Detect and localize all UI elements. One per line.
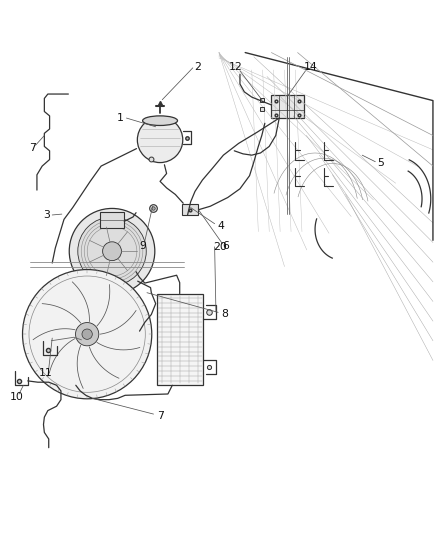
Text: 5: 5 <box>377 158 384 167</box>
Circle shape <box>138 117 183 163</box>
Text: 2: 2 <box>194 62 201 72</box>
Text: 7: 7 <box>157 411 163 421</box>
Circle shape <box>82 329 92 340</box>
Text: 11: 11 <box>39 368 52 378</box>
Circle shape <box>102 242 121 261</box>
Text: 10: 10 <box>10 392 23 402</box>
Text: 4: 4 <box>218 221 225 231</box>
Circle shape <box>22 270 152 399</box>
Circle shape <box>75 322 99 346</box>
Bar <box>272 95 304 118</box>
Circle shape <box>78 217 146 286</box>
Text: 12: 12 <box>229 62 243 72</box>
Text: 9: 9 <box>139 240 146 251</box>
Bar <box>100 213 124 228</box>
Bar <box>182 204 198 215</box>
Bar <box>157 294 203 385</box>
Text: 8: 8 <box>221 309 228 319</box>
Text: 3: 3 <box>43 210 50 220</box>
Text: 20: 20 <box>213 242 227 252</box>
Text: 6: 6 <box>223 241 230 252</box>
Circle shape <box>69 208 155 294</box>
Text: 7: 7 <box>29 143 35 153</box>
Ellipse shape <box>143 116 177 125</box>
Text: 1: 1 <box>117 113 124 123</box>
Text: 14: 14 <box>304 62 318 72</box>
